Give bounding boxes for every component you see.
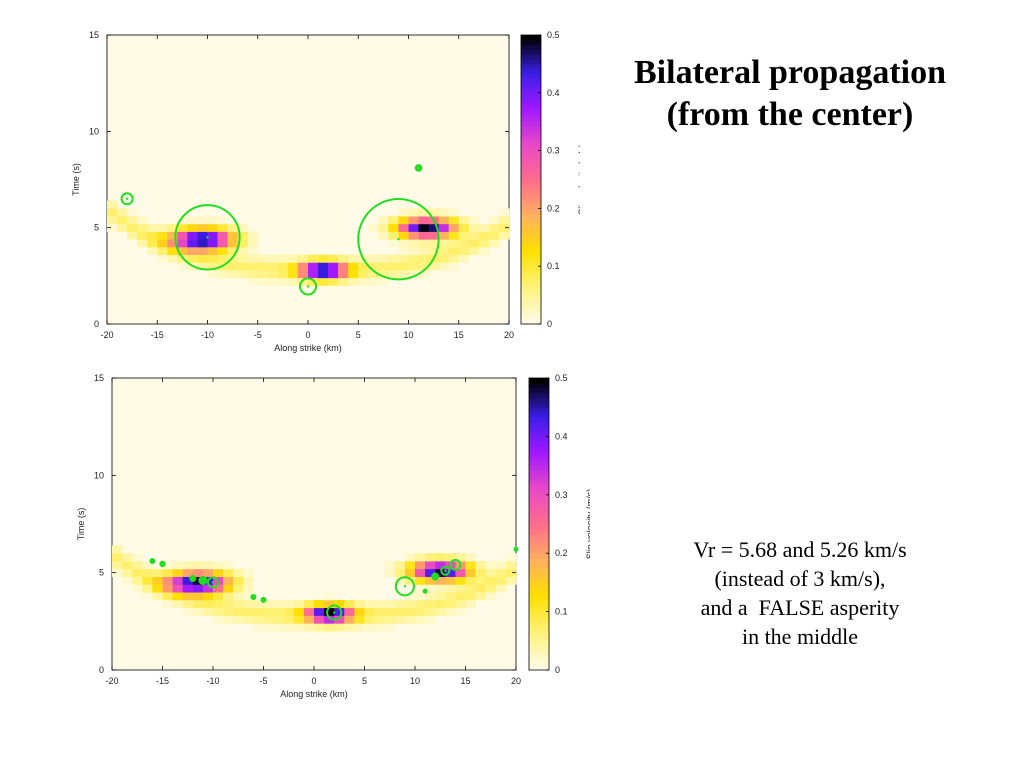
x-tick-label: 20 bbox=[504, 330, 514, 340]
x-tick-label: -5 bbox=[254, 330, 262, 340]
y-tick-label: 10 bbox=[89, 126, 99, 136]
x-tick-label: 20 bbox=[511, 676, 521, 686]
circle-center-dot bbox=[434, 575, 437, 578]
y-tick-label: 10 bbox=[94, 470, 104, 480]
caption-line-4: in the middle bbox=[741, 624, 859, 649]
colorbar-tick-label: 0 bbox=[547, 319, 552, 329]
circle-center-dot bbox=[206, 236, 209, 239]
axes: -20 -15 -10 -5 0 5 10 15 20 0 5 10 15 Along strike (k… bbox=[76, 373, 521, 699]
circle-center-dot bbox=[397, 238, 400, 241]
colorbar-frame bbox=[528, 377, 550, 671]
y-tick-label: 5 bbox=[94, 223, 99, 233]
x-tick-label: 10 bbox=[403, 330, 413, 340]
circle-marker bbox=[357, 198, 440, 281]
circle-center-dot bbox=[403, 585, 407, 588]
caption-line-1: Vr = 5.68 and 5.26 km/s bbox=[693, 537, 907, 562]
circle-center-dot bbox=[211, 581, 215, 584]
circle-marker bbox=[394, 576, 415, 597]
circle-center-dot bbox=[252, 595, 255, 599]
x-tick-label: 0 bbox=[311, 676, 316, 686]
x-tick-label: 0 bbox=[305, 330, 310, 340]
colorbar-tick-label: 0.2 bbox=[555, 548, 568, 558]
slip-velocity-plot-top: -20 -15 -10 -5 0 5 10 15 20 0 5 10 15 Along strike (k… bbox=[60, 25, 580, 358]
circle-marker bbox=[206, 576, 220, 589]
colorbar: 0 0.1 0.2 0.3 0.4 0.5 Slip velocity (m/s) bbox=[520, 30, 580, 329]
circle-marker bbox=[440, 565, 451, 576]
circle-center-dot bbox=[514, 548, 518, 551]
y-tick-label: 15 bbox=[94, 373, 104, 383]
x-tick-label: 15 bbox=[460, 676, 470, 686]
x-tick-label: 5 bbox=[362, 676, 367, 686]
colorbar-tick-label: 0.1 bbox=[547, 261, 560, 271]
colorbar-tick-label: 0 bbox=[555, 665, 560, 675]
x-tick-label: -20 bbox=[100, 330, 113, 340]
circle-center-dot bbox=[444, 569, 447, 572]
title-line-2: (from the center) bbox=[666, 96, 914, 133]
circle-center-dot bbox=[161, 562, 164, 566]
slide-title: Bilateral propagation (from the center) bbox=[585, 52, 995, 136]
x-tick-label: -20 bbox=[105, 676, 118, 686]
circle-marker bbox=[174, 204, 241, 271]
x-axis-label: Along strike (km) bbox=[274, 343, 342, 353]
circle-markers bbox=[120, 164, 440, 296]
circle-center-dot bbox=[262, 598, 265, 602]
colorbar-frame bbox=[520, 34, 542, 325]
circle-markers bbox=[149, 546, 519, 621]
circle-marker bbox=[298, 277, 318, 296]
y-tick-label: 0 bbox=[94, 319, 99, 329]
x-tick-label: -15 bbox=[156, 676, 169, 686]
x-tick-label: 5 bbox=[356, 330, 361, 340]
circle-center-dot bbox=[417, 166, 420, 170]
colorbar: 0 0.1 0.2 0.3 0.4 0.5 Slip velocity (m/s) bbox=[528, 373, 590, 675]
circle-center-dot bbox=[454, 563, 457, 567]
circle-center-dot bbox=[306, 285, 310, 288]
circle-marker bbox=[326, 604, 343, 621]
y-axis-label: Time (s) bbox=[71, 163, 81, 196]
x-tick-label: -10 bbox=[206, 676, 219, 686]
circle-marker bbox=[120, 192, 134, 206]
slide-caption: Vr = 5.68 and 5.26 km/s (instead of 3 km… bbox=[600, 535, 1000, 651]
circle-center-dot bbox=[151, 559, 154, 563]
heatmap-cells bbox=[112, 545, 517, 632]
colorbar-tick-label: 0.3 bbox=[555, 490, 568, 500]
y-tick-label: 5 bbox=[99, 568, 104, 578]
colorbar-tick-label: 0.2 bbox=[547, 203, 560, 213]
colorbar-tick-label: 0.3 bbox=[547, 146, 560, 156]
x-tick-label: -15 bbox=[151, 330, 164, 340]
circle-center-dot bbox=[191, 577, 194, 580]
colorbar-tick-label: 0.4 bbox=[555, 431, 568, 441]
axes: -20 -15 -10 -5 0 5 10 15 20 0 5 10 15 Along strike (k… bbox=[71, 30, 514, 353]
caption-line-3: and a FALSE asperity bbox=[700, 595, 900, 620]
circle-center-dot bbox=[201, 579, 205, 582]
x-tick-label: 15 bbox=[454, 330, 464, 340]
colorbar-tick-label: 0.4 bbox=[547, 88, 560, 98]
colorbar-tick-label: 0.5 bbox=[547, 30, 560, 40]
circle-marker bbox=[449, 558, 462, 571]
caption-line-2: (instead of 3 km/s), bbox=[714, 566, 886, 591]
colorbar-tick-label: 0.1 bbox=[555, 607, 568, 617]
circle-center-dot bbox=[333, 611, 336, 614]
slip-velocity-plot-bottom: -20 -15 -10 -5 0 5 10 15 20 0 5 10 15 Along strike (k… bbox=[60, 368, 590, 712]
circle-center-dot bbox=[125, 197, 129, 200]
x-axis-label: Along strike (km) bbox=[280, 689, 348, 699]
y-axis-label: Time (s) bbox=[76, 508, 86, 541]
circle-center-dot bbox=[423, 589, 427, 593]
heatmap-cells bbox=[107, 200, 510, 286]
x-tick-label: 10 bbox=[410, 676, 420, 686]
colorbar-tick-label: 0.5 bbox=[555, 373, 568, 383]
colorbar-label: Slip velocity (m/s) bbox=[585, 489, 590, 560]
x-tick-label: -5 bbox=[259, 676, 267, 686]
title-line-1: Bilateral propagation bbox=[634, 54, 946, 91]
x-tick-label: -10 bbox=[201, 330, 214, 340]
y-tick-label: 15 bbox=[89, 30, 99, 40]
colorbar-label: Slip velocity (m/s) bbox=[577, 144, 580, 215]
y-tick-label: 0 bbox=[99, 665, 104, 675]
